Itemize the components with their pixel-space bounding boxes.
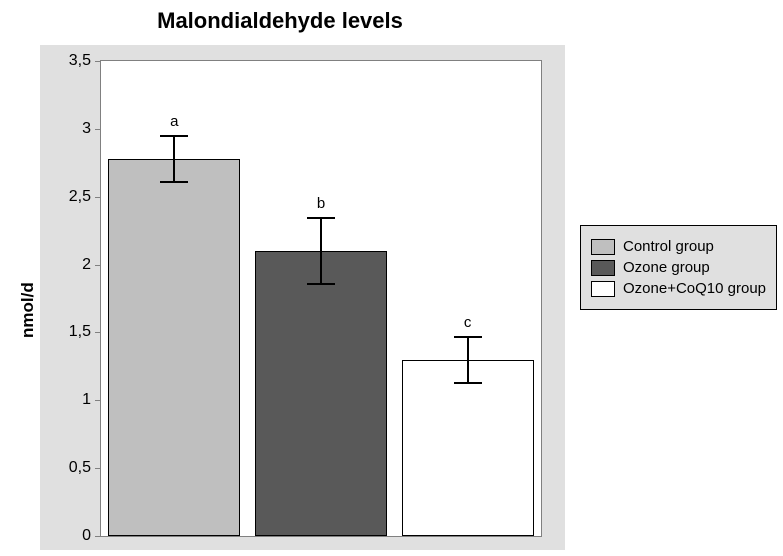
error-cap — [454, 336, 482, 338]
bar-annotation: a — [170, 113, 178, 130]
legend-label: Control group — [623, 238, 714, 255]
legend-item: Ozone group — [591, 259, 766, 276]
bar-annotation: b — [317, 195, 325, 212]
ytick-label: 3,5 — [69, 52, 101, 70]
chart-title: Malondialdehyde levels — [0, 8, 560, 34]
ytick-label: 1 — [82, 391, 101, 409]
legend-item: Control group — [591, 238, 766, 255]
error-cap — [160, 181, 188, 183]
ytick-label: 0 — [82, 527, 101, 545]
error-bar — [467, 337, 469, 383]
ytick-label: 2 — [82, 256, 101, 274]
bar — [108, 159, 240, 536]
error-cap — [307, 217, 335, 219]
bar-annotation: c — [464, 314, 472, 331]
ytick-label: 2,5 — [69, 188, 101, 206]
legend-swatch — [591, 281, 615, 297]
legend-label: Ozone+CoQ10 group — [623, 280, 766, 297]
error-bar — [320, 218, 322, 283]
error-bar — [173, 136, 175, 182]
bar — [402, 360, 534, 536]
legend-item: Ozone+CoQ10 group — [591, 280, 766, 297]
chart-outer-frame: 0 0,5 1 1,5 2 2,5 3 3,5 a b c — [40, 45, 565, 550]
y-axis-label: nmol/d — [18, 282, 38, 338]
ytick-label: 0,5 — [69, 459, 101, 477]
legend-label: Ozone group — [623, 259, 710, 276]
ytick-label: 1,5 — [69, 323, 101, 341]
plot-area: 00,511,522,533,5abc — [100, 60, 542, 537]
ytick-label: 3 — [82, 120, 101, 138]
error-cap — [454, 382, 482, 384]
legend-swatch — [591, 260, 615, 276]
chart-page: { "chart": { "type": "bar", "title": "Ma… — [0, 0, 783, 556]
legend-swatch — [591, 239, 615, 255]
error-cap — [160, 135, 188, 137]
bar — [255, 251, 387, 536]
error-cap — [307, 283, 335, 285]
legend-box: Control group Ozone group Ozone+CoQ10 grou… — [580, 225, 777, 310]
